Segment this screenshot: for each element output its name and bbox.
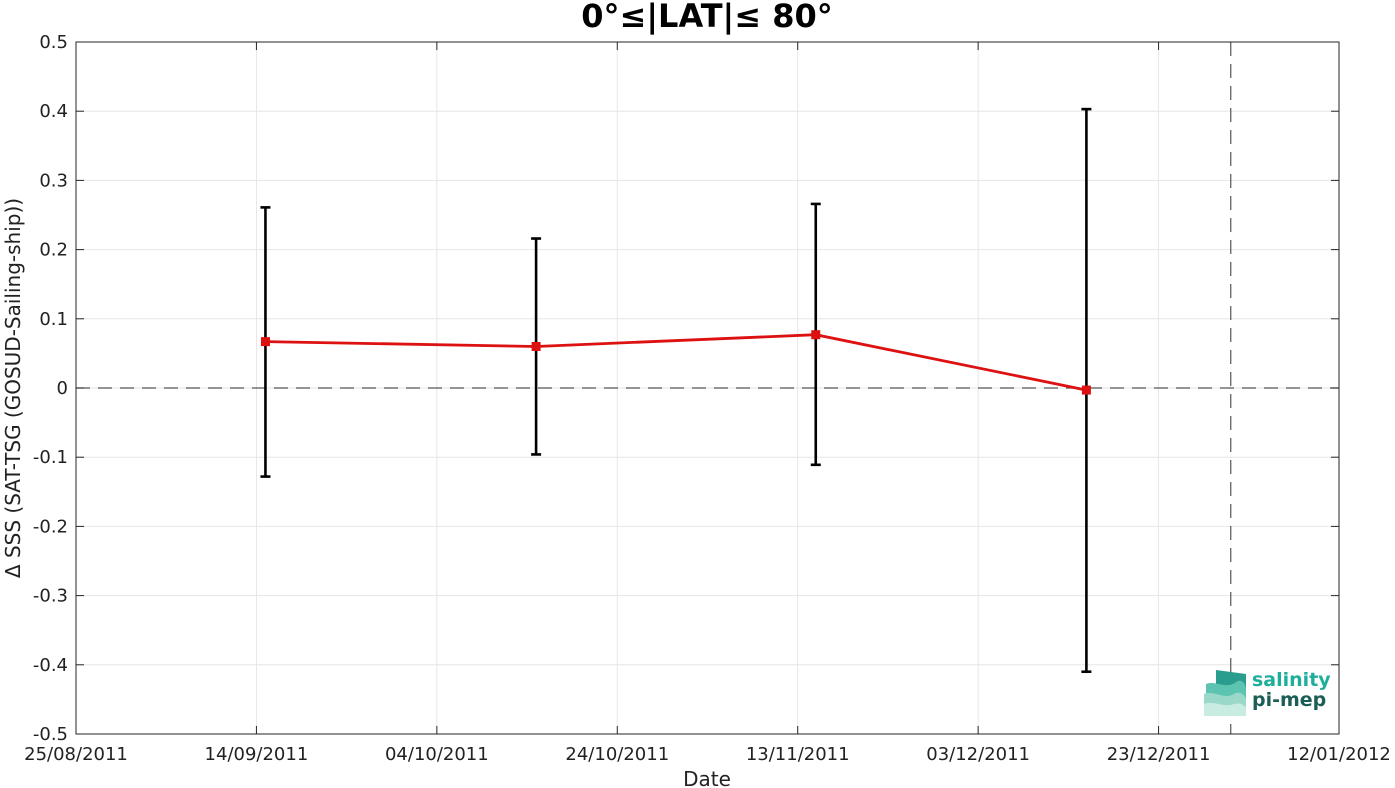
data-point-marker	[260, 337, 270, 347]
data-point-marker	[531, 341, 541, 351]
axis-ticks: 25/08/2011 14/09/2011 04/10/2011 24/10/2011…	[24, 32, 1391, 765]
x-tick-label: 04/10/2011	[385, 744, 489, 765]
x-axis-label: Date	[683, 767, 731, 788]
y-tick-label: 0.5	[39, 32, 68, 53]
y-tick-label: 0.4	[39, 101, 68, 122]
error-bars	[260, 107, 1092, 674]
series-line	[265, 333, 1087, 392]
salinity-pi-mep-logo: salinity pi-mep	[1204, 669, 1331, 716]
x-tick-label: 25/08/2011	[24, 744, 128, 765]
y-tick-label: 0.2	[39, 240, 68, 261]
chart-title: 0°≤|LAT|≤ 80°	[581, 0, 832, 36]
x-tick-label: 12/01/2012	[1287, 744, 1391, 765]
y-tick-label: -0.3	[33, 586, 68, 607]
y-tick-label: -0.1	[33, 447, 68, 468]
wave-logo-icon	[1204, 670, 1246, 716]
x-tick-label: 03/12/2011	[926, 744, 1030, 765]
y-axis-label: Δ SSS (SAT-TSG (GOSUD-Sailing-ship))	[1, 198, 25, 578]
logo-text-pi-mep: pi-mep	[1252, 689, 1326, 711]
reference-lines	[76, 42, 1339, 734]
x-tick-label: 24/10/2011	[565, 744, 669, 765]
y-tick-label: -0.4	[33, 655, 68, 676]
x-tick-label: 13/11/2011	[746, 744, 850, 765]
data-point-marker	[811, 330, 821, 340]
logo-text-salinity: salinity	[1252, 669, 1331, 691]
y-tick-label: -0.2	[33, 516, 68, 537]
y-tick-label: 0.3	[39, 170, 68, 191]
data-point-marker	[1081, 385, 1091, 395]
y-tick-label: 0.1	[39, 309, 68, 330]
data-series	[260, 330, 1091, 395]
y-tick-label: -0.5	[33, 724, 68, 745]
x-tick-label: 14/09/2011	[205, 744, 309, 765]
x-tick-label: 23/12/2011	[1107, 744, 1211, 765]
y-tick-label: 0	[57, 378, 68, 399]
